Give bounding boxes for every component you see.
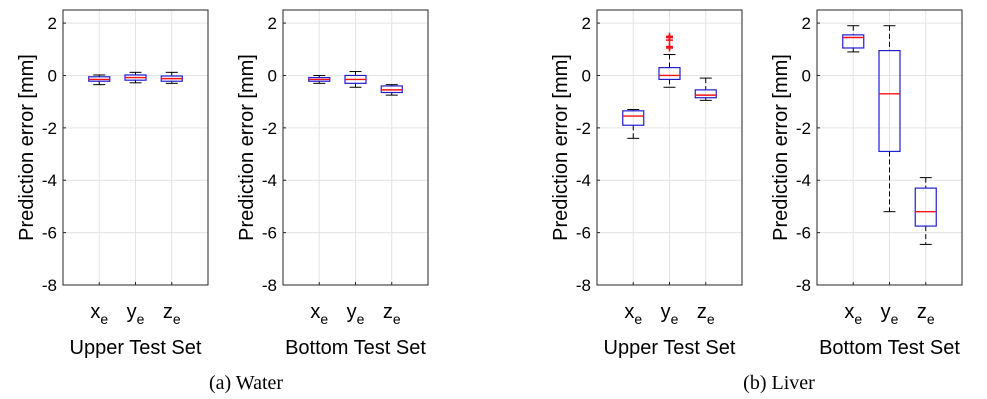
- iqr-box: [842, 34, 865, 49]
- category-label: ze: [163, 301, 181, 327]
- y-axis-label: Prediction error [mm]: [550, 54, 572, 241]
- subfigure-caption: (a) Water: [209, 372, 283, 394]
- category-label: ze: [697, 301, 715, 327]
- category-label: xe: [90, 301, 108, 327]
- category-label: ye: [347, 301, 365, 327]
- y-tick-label: -8: [576, 276, 591, 295]
- y-tick-label: -2: [576, 119, 591, 138]
- y-tick-label: 0: [582, 66, 591, 85]
- box-ye: [878, 25, 901, 213]
- y-tick-label: 2: [802, 14, 811, 33]
- x-axis-label: Upper Test Set: [70, 337, 202, 359]
- category-label: ye: [881, 301, 899, 327]
- y-tick-label: 0: [268, 66, 277, 85]
- category-label: ze: [383, 301, 401, 327]
- x-axis-label: Upper Test Set: [604, 337, 736, 359]
- y-tick-label: -8: [262, 276, 277, 295]
- iqr-box: [914, 187, 937, 227]
- y-tick-label: -6: [262, 224, 277, 243]
- x-axis-label: Bottom Test Set: [819, 337, 960, 359]
- subfigure-caption: (b) Liver: [743, 372, 815, 394]
- y-tick-label: 0: [802, 66, 811, 85]
- iqr-box: [622, 110, 645, 126]
- y-tick-label: -8: [42, 276, 57, 295]
- box-ze: [380, 84, 403, 96]
- category-label: xe: [310, 301, 328, 327]
- y-tick-label: -4: [42, 171, 57, 190]
- y-tick-label: -2: [796, 119, 811, 138]
- category-label: ze: [917, 301, 935, 327]
- y-axis-label: Prediction error [mm]: [16, 54, 38, 241]
- outlier-marker: [666, 43, 673, 51]
- y-tick-label: 2: [268, 14, 277, 33]
- y-tick-label: -6: [576, 224, 591, 243]
- y-tick-label: 2: [582, 14, 591, 33]
- y-tick-label: -2: [42, 119, 57, 138]
- box-ze: [160, 71, 183, 84]
- box-xe: [622, 109, 645, 139]
- iqr-box: [694, 89, 717, 99]
- category-label: ye: [661, 301, 679, 327]
- x-axis-label: Bottom Test Set: [285, 337, 426, 359]
- boxplot-panel-4: xe ye ze 2 0 -2 -4 -6 -8 Prediction error [mm] Bot…: [770, 9, 963, 359]
- y-tick-label: -4: [796, 171, 811, 190]
- box-ze: [694, 77, 717, 101]
- y-tick-label: -8: [796, 276, 811, 295]
- box-xe: [88, 74, 111, 86]
- boxplot-panel-3: xe ye ze 2 0 -2 -4 -6 -8 Prediction error [mm] Upp…: [550, 9, 743, 359]
- box-xe: [842, 25, 865, 53]
- iqr-box: [878, 49, 901, 153]
- outlier-marker: [666, 32, 673, 40]
- y-tick-label: -6: [796, 224, 811, 243]
- boxplot-panel-2: xe ye ze 2 0 -2 -4 -6 -8 Prediction error [mm] Bot…: [236, 9, 429, 359]
- box-ye: [658, 32, 681, 88]
- y-axis-label: Prediction error [mm]: [770, 54, 792, 241]
- y-tick-label: 2: [48, 14, 57, 33]
- box-ze: [914, 177, 937, 245]
- y-axis-label: Prediction error [mm]: [236, 54, 258, 241]
- category-label: ye: [127, 301, 145, 327]
- boxplot-panel-1: xe ye ze 2 0 -2 -4 -6 -8 Prediction error [mm] Upp…: [16, 9, 209, 359]
- category-label: xe: [844, 301, 862, 327]
- box-ye: [124, 71, 147, 84]
- y-tick-label: 0: [48, 66, 57, 85]
- category-label: xe: [624, 301, 642, 327]
- y-tick-label: -4: [262, 171, 277, 190]
- y-tick-label: -6: [42, 224, 57, 243]
- y-tick-label: -2: [262, 119, 277, 138]
- iqr-box: [658, 67, 681, 81]
- box-ye: [344, 71, 367, 88]
- box-xe: [308, 74, 331, 84]
- y-tick-label: -4: [576, 171, 591, 190]
